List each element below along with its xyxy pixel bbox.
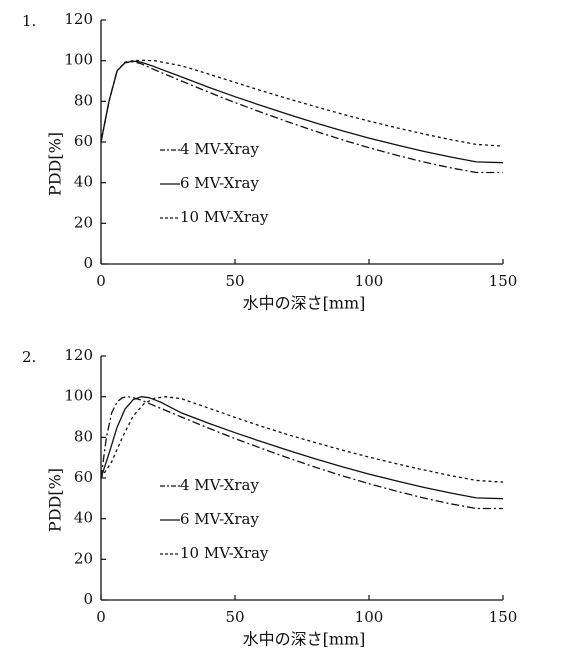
x-tick-label: 100 [355, 272, 384, 290]
x-axis-title: 水中の深さ[mm] [243, 294, 366, 313]
chart-panel-2: 2. 0 20 40 60 80 100 120 0 50 100 150 水中の深さ[mm] PDD[%… [22, 346, 517, 649]
y-tick-label: 20 [74, 549, 93, 567]
y-tick-label: 40 [74, 509, 93, 527]
y-tick-label: 0 [83, 254, 93, 272]
series-line-6-mv-xray [100, 396, 504, 500]
y-tick-label: 100 [64, 51, 93, 69]
x-tick-label: 100 [355, 608, 384, 626]
x-tick-label: 50 [225, 272, 244, 290]
x-tick-label: 50 [225, 608, 244, 626]
x-axis-title: 水中の深さ[mm] [243, 630, 366, 649]
y-tick-label: 80 [74, 91, 93, 109]
legend-label: 4 MV-Xray [180, 476, 259, 494]
y-axis-title: PDD[%] [46, 132, 65, 196]
x-tick-label: 150 [489, 272, 518, 290]
legend-label: 10 MV-Xray [180, 544, 269, 562]
y-tick-label: 80 [74, 427, 93, 445]
x-tick-label: 150 [489, 608, 518, 626]
series-line-6-mv-xray [100, 60, 504, 164]
legend-label: 4 MV-Xray [180, 140, 259, 158]
legend-label: 6 MV-Xray [180, 174, 259, 192]
series-line-4-mv-xray [100, 396, 503, 510]
y-tick-label: 60 [74, 132, 93, 150]
y-tick-label: 0 [83, 590, 93, 608]
panel-number: 2. [22, 348, 36, 366]
x-tick-label: 0 [96, 608, 106, 626]
chart-panel-1: 1. 0 20 40 60 80 100 120 0 50 100 150 水中の深さ[mm] PDD[%… [22, 10, 517, 313]
x-tick-label: 0 [96, 272, 106, 290]
y-tick-label: 60 [74, 468, 93, 486]
legend-label: 6 MV-Xray [180, 510, 259, 528]
series-line-10-mv-xray [100, 396, 504, 483]
panel-number: 1. [22, 12, 36, 30]
y-axis-title: PDD[%] [46, 468, 65, 532]
series-line-10-mv-xray [100, 59, 504, 147]
y-tick-label: 20 [74, 213, 93, 231]
y-tick-label: 40 [74, 173, 93, 191]
y-tick-label: 120 [64, 10, 93, 28]
legend-label: 10 MV-Xray [180, 208, 269, 226]
y-tick-label: 120 [64, 346, 93, 364]
y-tick-label: 100 [64, 387, 93, 405]
